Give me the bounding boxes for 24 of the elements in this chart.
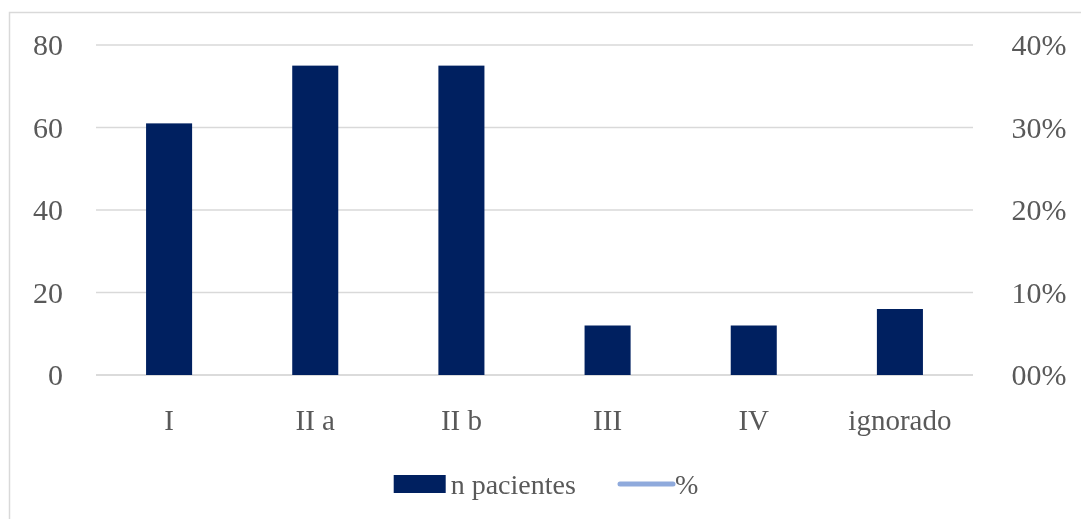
bar <box>730 325 777 375</box>
y-tick-label: 40 <box>33 193 63 226</box>
legend-label: % <box>675 469 699 500</box>
y2-tick-label: 40% <box>1011 28 1067 61</box>
x-tick-label: I <box>164 404 174 436</box>
y2-tick-label: 30% <box>1011 110 1067 144</box>
y2-tick-label: 00% <box>1011 358 1067 391</box>
x-tick-label: II b <box>440 404 482 436</box>
bar <box>438 65 485 375</box>
bar <box>584 325 631 375</box>
x-tick-label: IV <box>738 404 770 436</box>
x-tick-label: II a <box>295 404 336 436</box>
y2-tick-label: 10% <box>1011 275 1067 309</box>
y-tick-label: 20 <box>33 275 63 309</box>
y-tick-label: 60 <box>33 110 63 144</box>
bar <box>876 309 923 375</box>
y-tick-label: 0 <box>48 358 63 391</box>
x-tick-label: ignorado <box>848 404 952 436</box>
bar <box>146 123 193 375</box>
y-tick-label: 80 <box>33 28 63 61</box>
legend-label: n pacientes <box>450 469 576 500</box>
bar <box>292 65 339 375</box>
y2-tick-label: 20% <box>1011 193 1067 226</box>
x-tick-label: III <box>593 404 623 436</box>
